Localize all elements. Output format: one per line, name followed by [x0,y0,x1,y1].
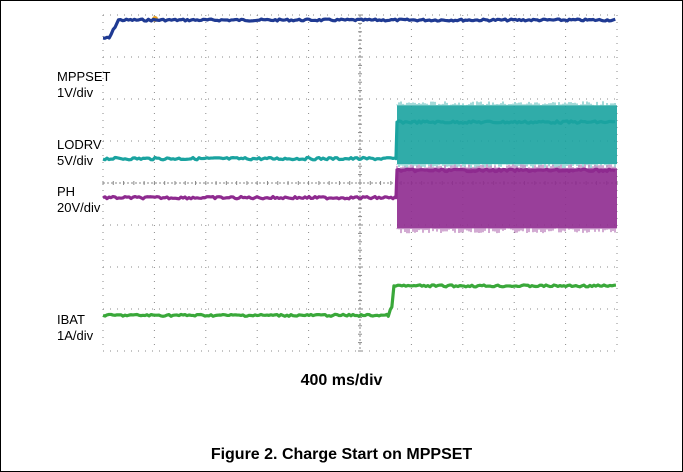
trace-line [102,167,616,201]
trace-lodrv [102,101,617,169]
trace-ph [102,164,617,234]
trace-mppset [102,17,616,40]
label-mppset: MPPSET 1V/div [57,69,111,100]
trace-line [102,17,616,40]
trace-line [102,283,617,318]
label-ph: PH 20V/div [57,184,101,215]
trace-band-noise [396,164,616,234]
label-ibat: IBAT 1A/div [57,312,94,343]
trace-ibat [102,283,617,318]
trace-band [397,105,617,165]
figure-caption: Figure 2. Charge Start on MPPSET [210,446,473,463]
scope-traces [102,17,617,318]
label-lodrv: LODRV 5V/div [57,137,102,168]
trace-line [102,119,616,162]
x-axis-label: 400 ms/div [300,372,383,389]
trace-band [397,168,617,229]
